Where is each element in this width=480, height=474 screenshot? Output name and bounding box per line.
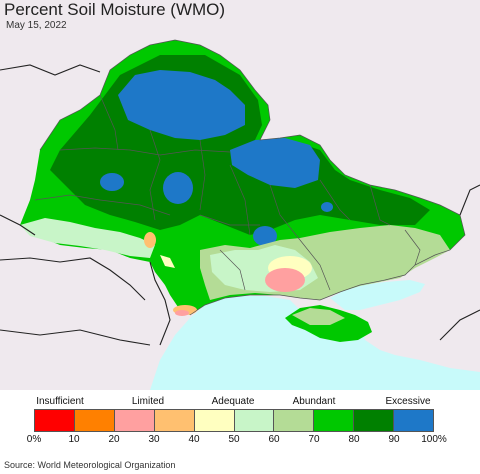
legend-swatch-0 xyxy=(35,410,75,431)
legend-tick-label: 30 xyxy=(148,434,160,445)
excessive-northeast xyxy=(230,138,320,188)
legend-ticks: 0% 10 20 30 40 50 60 70 80 90 100% xyxy=(0,434,480,446)
legend-tick-label: 80 xyxy=(348,434,360,445)
legend-swatch-1 xyxy=(74,410,115,431)
country-borders xyxy=(0,64,480,346)
oblast-borders xyxy=(34,39,466,316)
legend-swatch-4 xyxy=(194,410,235,431)
crimea-north xyxy=(292,308,345,325)
legend-swatch-2 xyxy=(114,410,155,431)
legend-tick-label: 70 xyxy=(308,434,320,445)
legend-category-limited: Limited xyxy=(131,396,165,407)
legend-swatch-5 xyxy=(234,410,275,431)
legend-categories: Insufficient Limited Adequate Abundant E… xyxy=(0,396,480,408)
excessive-center xyxy=(163,172,193,204)
legend-tick-label: 100% xyxy=(421,434,447,445)
orange-patch-west xyxy=(144,232,156,248)
legend-tick-label: 50 xyxy=(228,434,240,445)
excessive-north xyxy=(118,70,245,140)
legend-swatch-3 xyxy=(154,410,195,431)
excessive-west xyxy=(100,173,124,191)
legend-tick-label: 10 xyxy=(68,434,80,445)
legend-swatch-8 xyxy=(354,410,395,431)
legend-category-insufficient: Insufficient xyxy=(36,396,84,407)
legend-tick-label: 40 xyxy=(188,434,200,445)
legend-tick-label: 20 xyxy=(108,434,120,445)
legend-swatch-7 xyxy=(314,410,355,431)
excessive-east-dot xyxy=(321,202,333,212)
map-date: May 15, 2022 xyxy=(6,20,67,31)
legend-tick-label: 90 xyxy=(388,434,400,445)
map-title: Percent Soil Moisture (WMO) xyxy=(4,0,226,19)
pink-patch-coast xyxy=(175,310,189,316)
legend-tick-label: 60 xyxy=(268,434,280,445)
moldova-dry xyxy=(160,255,175,268)
legend-category-adequate: Adequate xyxy=(211,396,255,407)
legend-tick-label: 0% xyxy=(26,434,42,445)
excessive-south-center xyxy=(253,226,277,246)
legend-category-abundant: Abundant xyxy=(292,396,336,407)
legend-color-bar xyxy=(34,409,434,432)
source-credit: Source: World Meteorological Organizatio… xyxy=(4,460,176,470)
legend-swatch-9 xyxy=(394,410,434,431)
black-sea xyxy=(150,296,480,390)
limited-patch-south xyxy=(265,268,305,292)
legend-category-excessive: Excessive xyxy=(385,396,431,407)
adequate-west xyxy=(20,218,155,258)
moldova xyxy=(150,250,190,305)
legend-swatch-6 xyxy=(274,410,315,431)
